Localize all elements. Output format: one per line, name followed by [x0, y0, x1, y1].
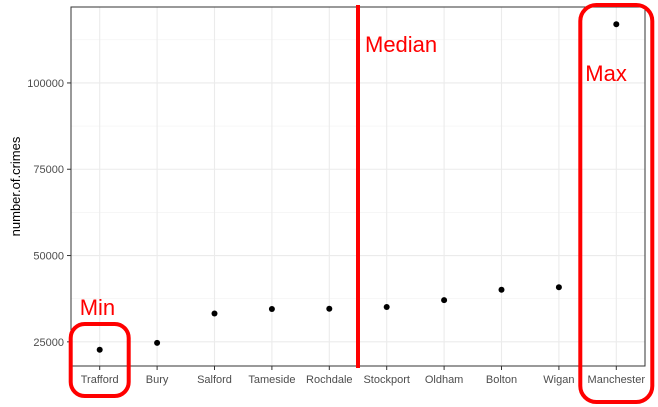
data-point-manchester [613, 21, 620, 28]
max-highlight-box [578, 3, 655, 404]
y-axis-title: number.of.crimes [8, 136, 23, 236]
x-tick-label-rochdale: Rochdale [306, 374, 352, 386]
x-tick-label-bury: Bury [146, 374, 169, 386]
data-point-bury [154, 339, 161, 346]
data-point-tameside [268, 306, 275, 313]
y-axis-ticks: 25000 50000 75000 100000 [27, 78, 71, 349]
max-label: Max [585, 61, 627, 86]
annotations: Min Median Max [68, 3, 655, 404]
y-tick-label: 100000 [27, 78, 64, 90]
x-tick-label-bolton: Bolton [486, 374, 517, 386]
data-point-salford [211, 310, 218, 317]
data-point-rochdale [326, 305, 333, 312]
x-tick-label-trafford: Trafford [81, 374, 119, 386]
x-tick-label-salford: Salford [197, 374, 232, 386]
x-tick-label-oldham: Oldham [425, 374, 464, 386]
median-label: Median [365, 32, 437, 57]
y-tick-label: 25000 [33, 337, 64, 349]
data-points [96, 21, 620, 353]
min-highlight-box [68, 322, 131, 398]
x-tick-label-tameside: Tameside [248, 374, 295, 386]
data-point-oldham [441, 297, 448, 304]
min-label: Min [80, 295, 115, 320]
y-tick-label: 75000 [33, 164, 64, 176]
data-point-stockport [383, 303, 390, 310]
data-point-trafford [96, 346, 103, 353]
x-tick-label-wigan: Wigan [543, 374, 574, 386]
x-tick-label-manchester: Manchester [588, 374, 646, 386]
x-tick-label-stockport: Stockport [363, 374, 409, 386]
x-axis-ticks: Trafford Bury Salford Tameside Rochdale Stock… [81, 366, 646, 386]
data-point-bolton [498, 286, 505, 293]
y-tick-label: 50000 [33, 251, 64, 263]
data-point-wigan [555, 284, 562, 291]
